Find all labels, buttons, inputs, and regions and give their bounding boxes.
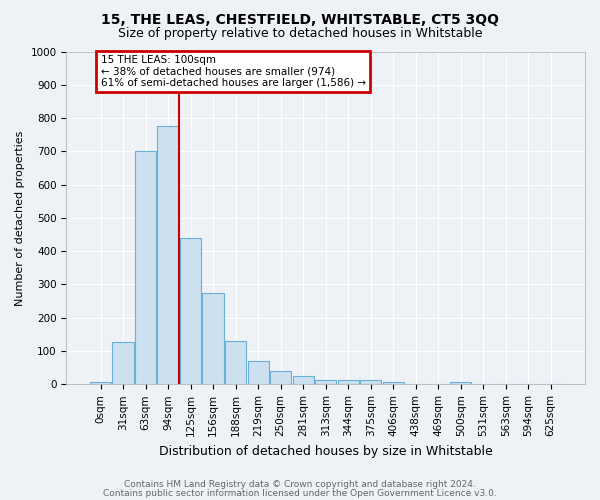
Bar [202, 293, 224, 384]
Bar [157, 126, 179, 384]
Text: 15, THE LEAS, CHESTFIELD, WHITSTABLE, CT5 3QQ: 15, THE LEAS, CHESTFIELD, WHITSTABLE, CT… [101, 12, 499, 26]
Text: 15 THE LEAS: 100sqm
← 38% of detached houses are smaller (974)
61% of semi-detac: 15 THE LEAS: 100sqm ← 38% of detached ho… [101, 55, 366, 88]
Text: Contains HM Land Registry data © Crown copyright and database right 2024.: Contains HM Land Registry data © Crown c… [124, 480, 476, 489]
Bar [135, 152, 157, 384]
Bar [450, 382, 472, 384]
Text: Size of property relative to detached houses in Whitstable: Size of property relative to detached ho… [118, 28, 482, 40]
Bar [90, 382, 112, 384]
Bar [112, 342, 134, 384]
X-axis label: Distribution of detached houses by size in Whitstable: Distribution of detached houses by size … [159, 444, 493, 458]
Text: Contains public sector information licensed under the Open Government Licence v3: Contains public sector information licen… [103, 488, 497, 498]
Bar [315, 380, 337, 384]
Bar [360, 380, 382, 384]
Bar [383, 382, 404, 384]
Bar [270, 371, 292, 384]
Bar [225, 341, 247, 384]
Bar [248, 361, 269, 384]
Y-axis label: Number of detached properties: Number of detached properties [15, 130, 25, 306]
Bar [338, 380, 359, 384]
Bar [180, 238, 202, 384]
Bar [293, 376, 314, 384]
